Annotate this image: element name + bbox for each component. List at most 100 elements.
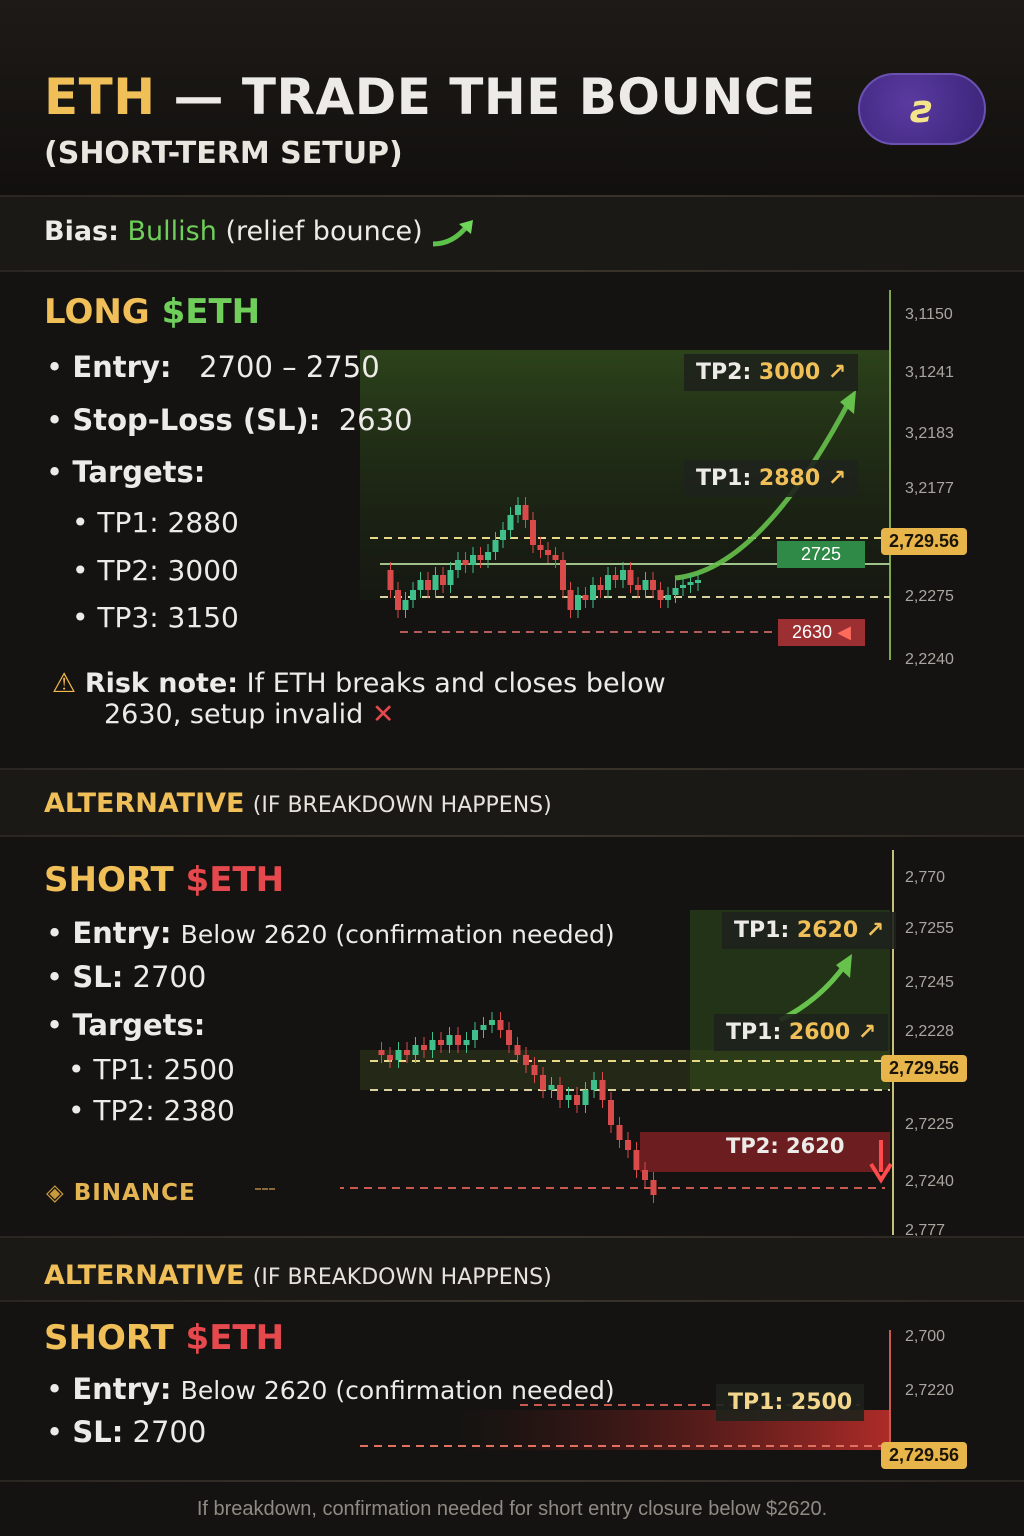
candle xyxy=(514,1045,521,1055)
candle xyxy=(608,1100,614,1125)
candle xyxy=(650,580,656,590)
candle xyxy=(523,1055,529,1065)
candle xyxy=(530,520,536,545)
candle xyxy=(616,1125,623,1140)
candle xyxy=(657,590,664,600)
binance-brand: ◈ BINANCE xyxy=(46,1180,196,1206)
candle xyxy=(378,1050,385,1055)
long-target-2: • TP2: 3000 xyxy=(72,554,239,587)
candle xyxy=(438,1040,444,1045)
short-target-1: • TP1: 2500 xyxy=(68,1053,235,1086)
divider xyxy=(0,1300,1024,1302)
current-price-tag: 2,729.56 xyxy=(881,528,968,555)
candle xyxy=(560,560,566,590)
alternative-heading: ALTERNATIVE (IF BREAKDOWN HAPPENS) xyxy=(44,788,552,819)
candle xyxy=(557,1085,563,1100)
axis-tick: 2,2228 xyxy=(905,1023,954,1040)
candle xyxy=(395,590,401,610)
candle xyxy=(605,575,611,590)
page-title: ETH — TRADE THE BOUNCE xyxy=(44,68,816,126)
candle xyxy=(597,585,604,590)
tp1-marker: TP1: 2500 xyxy=(716,1384,865,1421)
candle xyxy=(404,1050,410,1055)
candle xyxy=(446,1035,453,1045)
logo-glyph: ƨ xyxy=(910,87,934,131)
divider xyxy=(0,1236,1024,1238)
divider xyxy=(0,1480,1024,1482)
warning-icon: ⚠ xyxy=(52,668,77,699)
candle xyxy=(480,1025,487,1030)
candle xyxy=(455,560,461,570)
candle xyxy=(582,1090,589,1105)
axis-tick: 2,7225 xyxy=(905,1116,954,1133)
bear-zone xyxy=(640,1132,890,1172)
bias-band xyxy=(0,197,1024,270)
candle xyxy=(575,595,581,610)
candle xyxy=(612,575,619,580)
candle xyxy=(515,505,521,515)
tp2-marker: TP2: 3000 ↗ xyxy=(684,354,859,391)
projection-arrow-icon xyxy=(836,954,852,978)
tp1-marker: TP1: 2620 ↗ xyxy=(722,912,897,949)
level-2630-badge: 2630 ◀ xyxy=(778,619,865,646)
axis-tick: 2,7245 xyxy=(905,974,954,991)
current-price-tag: 2,729.56 xyxy=(881,1442,968,1469)
candle xyxy=(633,1150,640,1170)
candle xyxy=(582,595,589,600)
divider xyxy=(0,835,1024,837)
divider xyxy=(0,768,1024,770)
candle xyxy=(642,580,649,590)
candle xyxy=(440,575,446,585)
candle xyxy=(412,1045,419,1055)
candle xyxy=(472,1030,478,1040)
long-title: LONG $ETH xyxy=(44,292,261,332)
long-stop-loss: • Stop-Loss (SL): 2630 xyxy=(46,403,413,437)
brand-logo: ƨ xyxy=(858,73,986,145)
divider xyxy=(0,195,1024,197)
short-targets-label: • Targets: xyxy=(46,1008,206,1042)
candle xyxy=(462,560,469,565)
divider xyxy=(255,1188,275,1190)
candle xyxy=(537,545,544,550)
candle xyxy=(565,1095,572,1100)
candle xyxy=(507,515,514,530)
header xyxy=(0,0,1024,195)
arrow-up-icon: ↗ xyxy=(857,1020,877,1045)
trend-up-arrow-icon xyxy=(433,219,474,246)
candle xyxy=(591,1080,597,1090)
axis-tick: 3,1150 xyxy=(905,306,953,323)
candle xyxy=(492,540,499,552)
candle xyxy=(574,1095,580,1105)
candle xyxy=(635,585,641,590)
candle xyxy=(625,1140,631,1150)
short-title: SHORT $ETH xyxy=(44,1318,285,1358)
axis-tick: 3,2177 xyxy=(905,480,954,497)
candle xyxy=(687,582,694,585)
candle xyxy=(545,550,551,555)
short-chart xyxy=(340,850,894,1235)
tp2-marker: TP2: 2620 xyxy=(726,1134,845,1158)
candle xyxy=(548,1085,555,1090)
candle xyxy=(485,552,491,560)
current-price-tag: 2,729.56 xyxy=(881,1055,968,1082)
axis-tick: 2,7240 xyxy=(905,1173,954,1190)
candle xyxy=(387,1055,393,1060)
candle xyxy=(429,1040,436,1050)
candle xyxy=(425,580,431,590)
axis-tick: 3,2183 xyxy=(905,425,954,442)
candle xyxy=(500,530,506,540)
candle xyxy=(680,585,686,588)
long-targets-label: • Targets: xyxy=(46,455,206,489)
candle xyxy=(497,1020,504,1030)
axis-tick: 2,770 xyxy=(905,869,946,886)
candle xyxy=(650,1180,657,1195)
candle xyxy=(672,588,679,595)
axis-tick: 2,7220 xyxy=(905,1382,954,1399)
candle xyxy=(531,1065,538,1075)
candle xyxy=(410,590,416,600)
candle xyxy=(590,585,596,600)
candle xyxy=(695,580,701,583)
alternative-heading: ALTERNATIVE (IF BREAKDOWN HAPPENS) xyxy=(44,1260,552,1291)
bias-row: Bias: Bullish (relief bounce) xyxy=(44,216,477,248)
candle xyxy=(620,570,626,580)
